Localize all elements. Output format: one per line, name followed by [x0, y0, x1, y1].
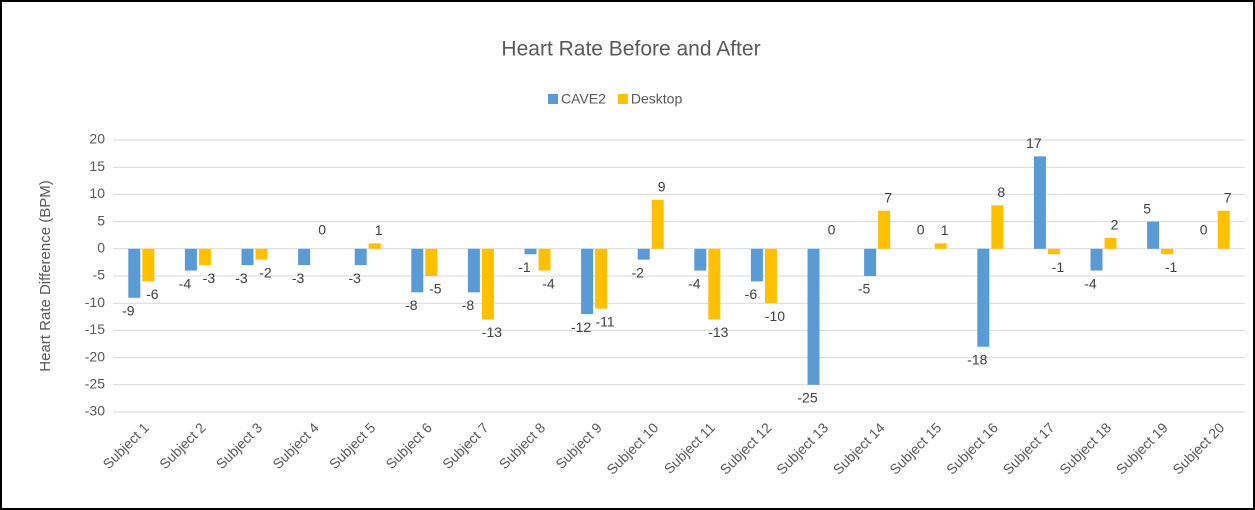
bar [637, 248, 650, 260]
bar [750, 248, 763, 282]
y-axis-label: Heart Rate Difference (BPM) [37, 180, 54, 371]
bar [467, 248, 480, 293]
y-tick-label: 20 [89, 131, 105, 147]
bar [694, 248, 707, 271]
legend-label: CAVE2 [561, 91, 606, 107]
data-label: 0 [917, 222, 925, 238]
data-label: -1 [1052, 259, 1065, 275]
data-label: 0 [1200, 222, 1208, 238]
bar [807, 248, 820, 385]
bar [1047, 248, 1060, 255]
y-tick-label: -5 [93, 267, 106, 283]
data-label: 0 [318, 222, 326, 238]
data-label: -4 [1084, 275, 1097, 291]
y-tick-label: 5 [97, 212, 105, 228]
bar [198, 248, 211, 266]
data-label: -8 [462, 297, 475, 313]
bar [1217, 210, 1230, 249]
y-tick-label: 0 [97, 240, 105, 256]
bar [241, 248, 254, 266]
data-label: -5 [429, 281, 442, 297]
data-label: -1 [1165, 259, 1178, 275]
y-tick-label: -15 [85, 321, 105, 337]
y-tick-label: -30 [85, 403, 105, 419]
data-label: -3 [292, 270, 305, 286]
bar [581, 248, 594, 315]
bar [991, 205, 1004, 249]
chart-title: Heart Rate Before and After [501, 38, 760, 61]
data-label: -2 [631, 264, 644, 280]
bar [411, 248, 424, 293]
data-label: 7 [1224, 189, 1232, 205]
data-label: -25 [797, 390, 817, 406]
data-label: -3 [348, 270, 361, 286]
data-label: -9 [122, 302, 135, 318]
bar [764, 248, 777, 304]
bar [524, 248, 537, 255]
y-tick-label: 10 [89, 185, 105, 201]
data-label: 1 [375, 222, 383, 238]
bar [1090, 248, 1103, 271]
bar [1104, 237, 1117, 249]
bar [864, 248, 877, 276]
data-label: -6 [146, 286, 159, 302]
data-label: -13 [708, 324, 728, 340]
bar [128, 248, 141, 298]
data-label: -11 [595, 313, 614, 329]
data-label: -13 [482, 324, 502, 340]
data-label: -3 [203, 270, 216, 286]
data-label: 7 [884, 189, 892, 205]
bar [595, 248, 608, 309]
legend-swatch [548, 94, 558, 104]
data-label: 2 [1111, 217, 1119, 233]
legend-label: Desktop [631, 91, 683, 107]
y-tick-label: -25 [85, 376, 105, 392]
data-label: -3 [235, 270, 248, 286]
bar [354, 248, 367, 266]
bar [298, 248, 311, 266]
data-label: 1 [941, 222, 949, 238]
bar [142, 248, 155, 282]
y-tick-label: -10 [85, 294, 105, 310]
bar [368, 243, 381, 249]
data-label: -4 [688, 275, 701, 291]
bar [255, 248, 268, 260]
bar [708, 248, 721, 320]
data-label: -4 [542, 275, 555, 291]
data-label: -2 [259, 264, 272, 280]
bar [878, 210, 891, 249]
y-tick-label: -20 [85, 348, 105, 364]
data-label: -18 [967, 351, 987, 367]
bar [425, 248, 438, 276]
legend-swatch [617, 94, 628, 104]
bar [1147, 221, 1160, 249]
data-label: 17 [1026, 135, 1042, 151]
data-label: -12 [571, 319, 591, 335]
bar [538, 248, 551, 271]
data-label: 9 [658, 179, 666, 195]
y-tick-label: 15 [89, 158, 105, 174]
bar [1033, 156, 1046, 249]
data-label: 0 [828, 222, 836, 238]
bar [934, 243, 947, 249]
data-label: 5 [1143, 200, 1151, 216]
data-label: 8 [997, 184, 1005, 200]
bar [481, 248, 494, 320]
bar [651, 199, 664, 249]
bar [1161, 248, 1174, 255]
data-label: -5 [858, 281, 871, 297]
bar [977, 248, 990, 347]
data-label: -8 [405, 297, 418, 313]
data-label: -6 [745, 286, 758, 302]
data-label: -10 [765, 308, 785, 324]
data-label: -1 [518, 259, 531, 275]
data-label: -4 [179, 275, 192, 291]
bar [184, 248, 197, 271]
